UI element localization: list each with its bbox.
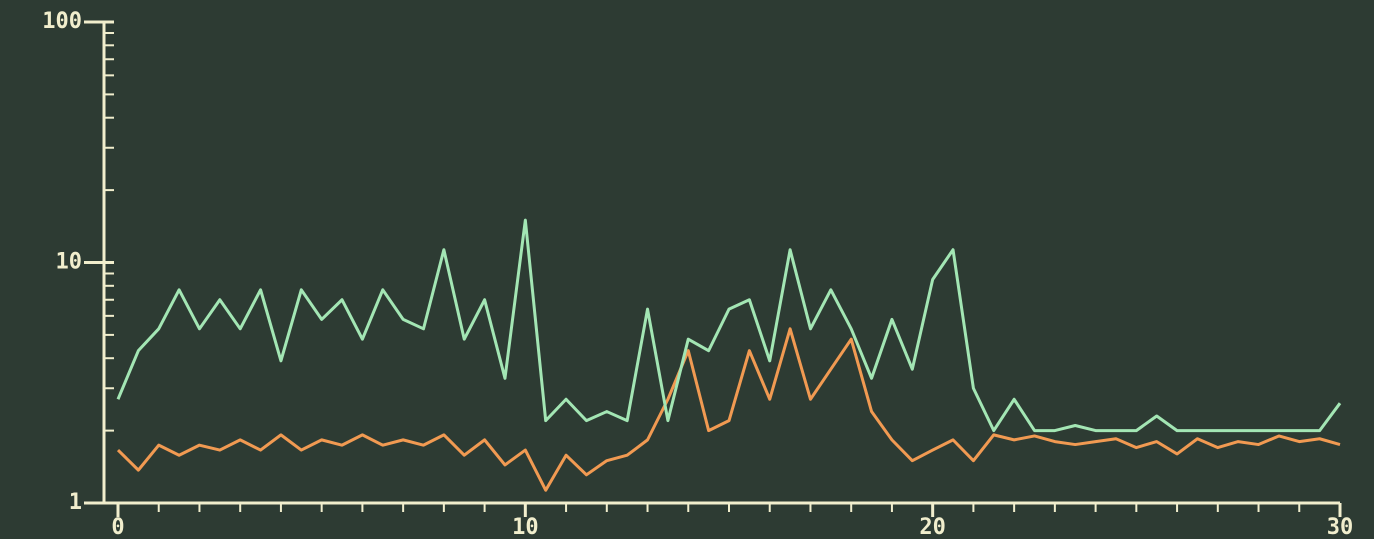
x-tick-label: 30	[1327, 515, 1354, 539]
y-tick-label: 1	[69, 490, 82, 515]
y-tick-label: 100	[42, 9, 82, 34]
x-tick-label: 0	[111, 515, 124, 539]
chart: 1 10 100 0 10 20 30	[0, 0, 1374, 539]
x-tick-label: 20	[919, 515, 946, 539]
x-tick-label: 10	[512, 515, 539, 539]
plot-background	[0, 0, 1374, 539]
page: 1101000102030 (() => { const data = JSON…	[0, 0, 1374, 539]
y-tick-label: 10	[56, 250, 83, 275]
